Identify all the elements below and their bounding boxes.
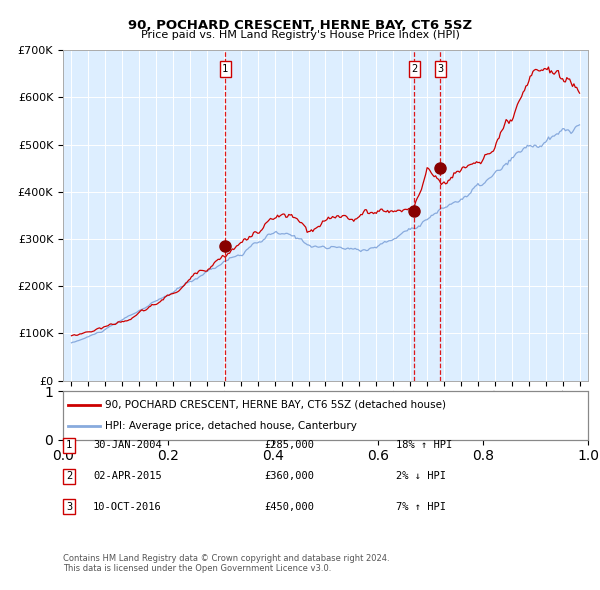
- Text: 18% ↑ HPI: 18% ↑ HPI: [396, 441, 452, 450]
- Text: Contains HM Land Registry data © Crown copyright and database right 2024.
This d: Contains HM Land Registry data © Crown c…: [63, 554, 389, 573]
- Text: 7% ↑ HPI: 7% ↑ HPI: [396, 502, 446, 512]
- Text: £360,000: £360,000: [264, 471, 314, 481]
- Text: 90, POCHARD CRESCENT, HERNE BAY, CT6 5SZ: 90, POCHARD CRESCENT, HERNE BAY, CT6 5SZ: [128, 19, 472, 32]
- Text: 30-JAN-2004: 30-JAN-2004: [93, 441, 162, 450]
- Text: £450,000: £450,000: [264, 502, 314, 512]
- Text: 2: 2: [411, 64, 418, 74]
- Text: 2: 2: [66, 471, 72, 481]
- Text: 1: 1: [222, 64, 229, 74]
- Text: 3: 3: [66, 502, 72, 512]
- Text: 2% ↓ HPI: 2% ↓ HPI: [396, 471, 446, 481]
- Text: 1: 1: [66, 441, 72, 450]
- Text: 10-OCT-2016: 10-OCT-2016: [93, 502, 162, 512]
- Text: 90, POCHARD CRESCENT, HERNE BAY, CT6 5SZ (detached house): 90, POCHARD CRESCENT, HERNE BAY, CT6 5SZ…: [105, 399, 446, 409]
- Text: £285,000: £285,000: [264, 441, 314, 450]
- Text: HPI: Average price, detached house, Canterbury: HPI: Average price, detached house, Cant…: [105, 421, 357, 431]
- Text: 02-APR-2015: 02-APR-2015: [93, 471, 162, 481]
- Text: Price paid vs. HM Land Registry's House Price Index (HPI): Price paid vs. HM Land Registry's House …: [140, 30, 460, 40]
- Text: 3: 3: [437, 64, 443, 74]
